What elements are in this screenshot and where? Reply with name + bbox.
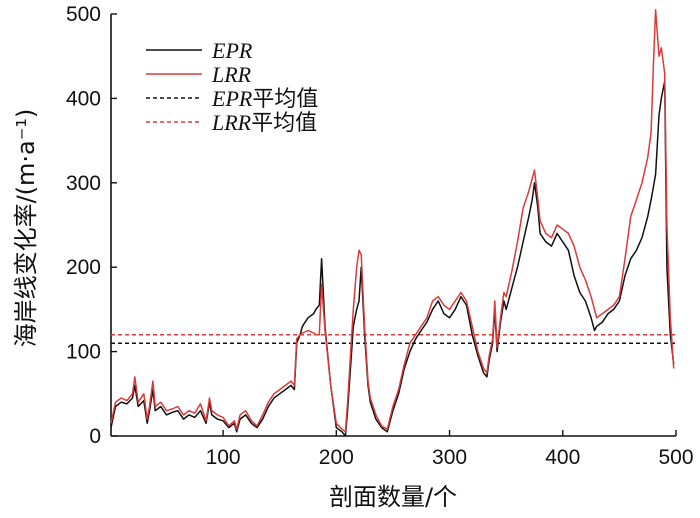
plot-area: [110, 9, 676, 437]
y-tick-label: 200: [66, 256, 101, 279]
x-tick-label: 300: [432, 446, 467, 469]
y-tick-label: 500: [66, 3, 101, 26]
legend-label-main: LRR: [211, 62, 252, 87]
series-line-lrr: [110, 9, 675, 433]
x-tick-label: 200: [319, 446, 354, 469]
x-axis-title: 剖面数量/个: [329, 483, 457, 511]
legend-label: EPR平均值: [211, 86, 318, 112]
legend-label-main: EPR: [211, 86, 253, 111]
legend-label: EPR: [211, 38, 253, 63]
y-tick-label: 0: [89, 425, 101, 448]
legend-label-main: EPR: [211, 38, 253, 63]
legend-label-main: LRR: [211, 110, 252, 135]
y-tick-label: 400: [66, 87, 101, 110]
y-tick-label: 100: [66, 341, 101, 364]
legend-label: LRR平均值: [211, 110, 317, 136]
y-axis-title: 海岸线变化率/(m·a⁻¹): [12, 109, 40, 348]
x-tick-label: 500: [658, 446, 693, 469]
x-tick-label: 100: [206, 446, 241, 469]
y-axis-ticks: 0 100 200 300 400 500: [66, 3, 117, 448]
x-axis-ticks: 100 200 300 400 500: [206, 430, 694, 469]
y-tick-label: 300: [66, 172, 101, 195]
legend-label-suffix: 平均值: [252, 87, 318, 112]
series-line-epr: [110, 80, 675, 437]
x-tick-label: 400: [545, 446, 580, 469]
legend-label-suffix: 平均值: [251, 111, 317, 136]
legend-label: LRR: [211, 62, 252, 87]
